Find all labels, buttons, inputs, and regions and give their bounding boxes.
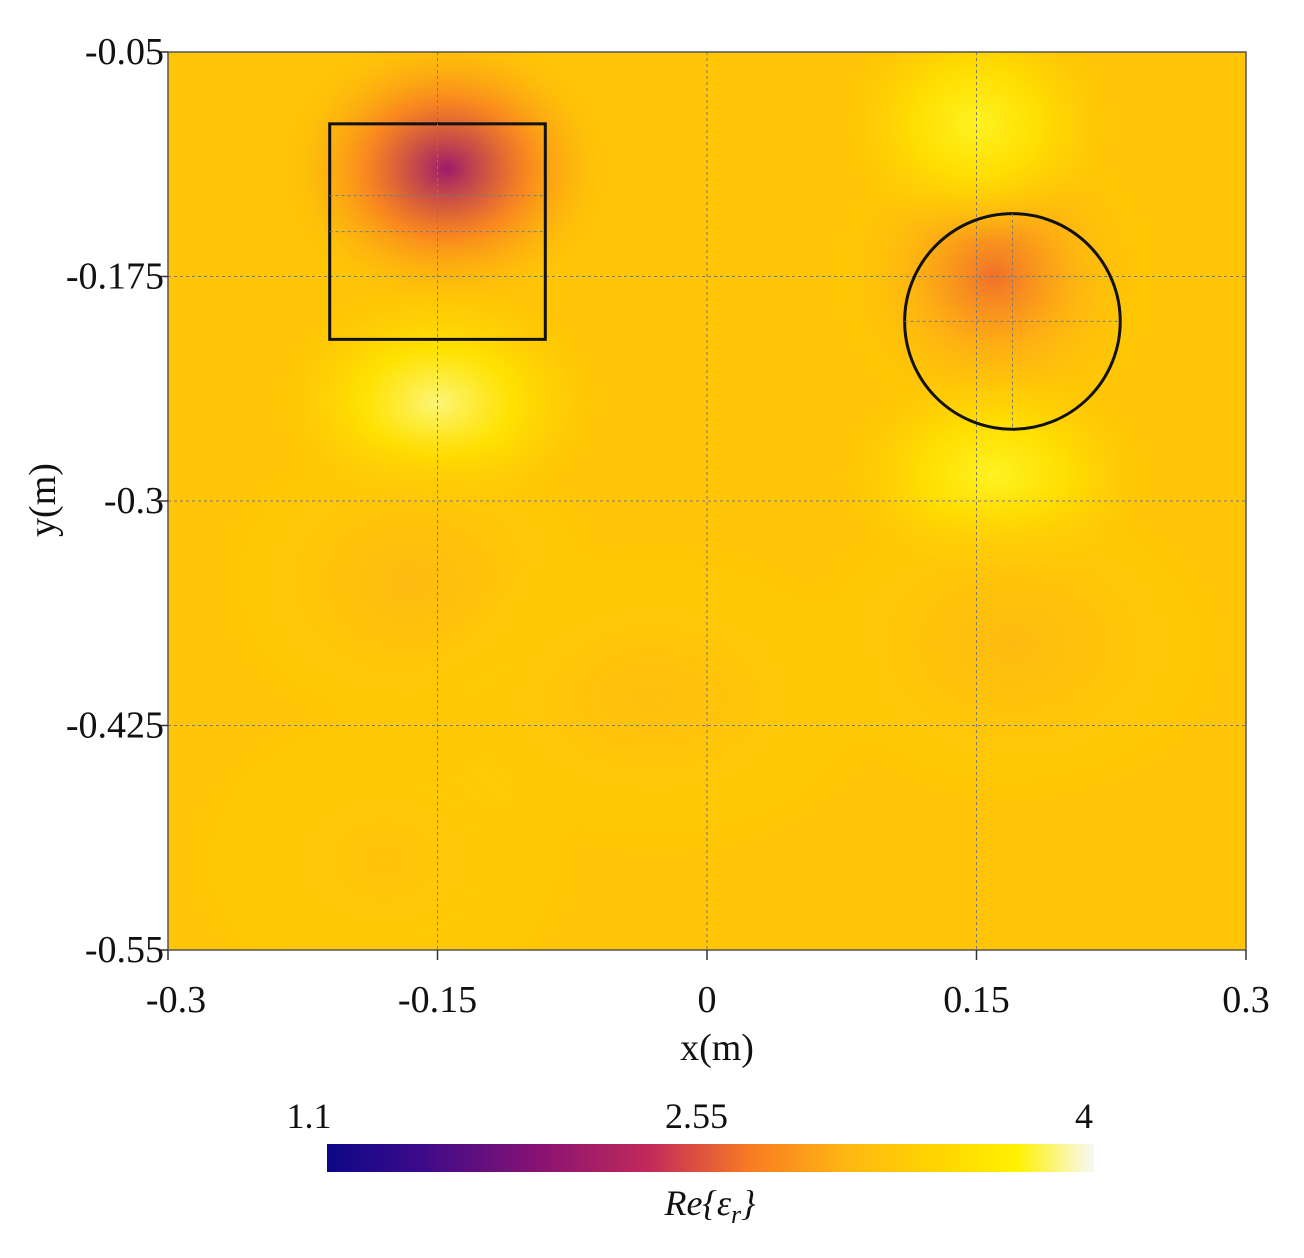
- colorbar-tick-label: 2.55: [665, 1096, 728, 1136]
- y-tick-label: -0.175: [66, 256, 164, 298]
- heatmap-blobs: [186, 52, 1230, 950]
- colorbar-tick-label: 4: [1075, 1096, 1093, 1136]
- x-tick-label: -0.15: [398, 979, 477, 1021]
- y-tick-label: -0.3: [104, 480, 164, 522]
- colorbar-label-close: }: [741, 1183, 756, 1223]
- heatmap-feature: [795, 486, 1230, 803]
- annotations: [328, 122, 1122, 431]
- x-axis-label: x(m): [680, 1027, 754, 1069]
- plot-area: [167, 51, 1247, 951]
- colorbar-label-sub: r: [731, 1200, 742, 1229]
- y-tick-label: -0.425: [66, 705, 164, 747]
- colorbar-label: Re{εr}: [663, 1183, 756, 1229]
- x-tick-label: 0: [698, 979, 717, 1021]
- x-tick-label: 0.15: [943, 979, 1010, 1021]
- heatmap-feature: [838, 52, 1115, 243]
- colorbar-tick-label: 1.1: [287, 1096, 332, 1136]
- colorbar-gradient: [327, 1144, 1094, 1172]
- y-tick-label: -0.05: [85, 31, 164, 73]
- x-tick-label: -0.3: [146, 979, 206, 1021]
- y-tick-label: -0.55: [85, 929, 164, 971]
- y-axis-ticks: -0.05 -0.175 -0.3 -0.425 -0.55: [66, 31, 168, 971]
- colorbar-ticks: 1.1 2.55 4: [287, 1096, 1094, 1136]
- y-axis-label: y(m): [22, 463, 64, 537]
- heatmap-feature: [268, 52, 625, 319]
- heatmap-feature: [186, 702, 582, 950]
- x-axis-ticks: -0.3 -0.15 0 0.15 0.3: [146, 950, 1270, 1021]
- colorbar: 1.1 2.55 4 Re{εr}: [287, 1096, 1094, 1229]
- x-tick-label: 0.3: [1222, 979, 1270, 1021]
- colorbar-label-main: Re{ε: [663, 1183, 731, 1223]
